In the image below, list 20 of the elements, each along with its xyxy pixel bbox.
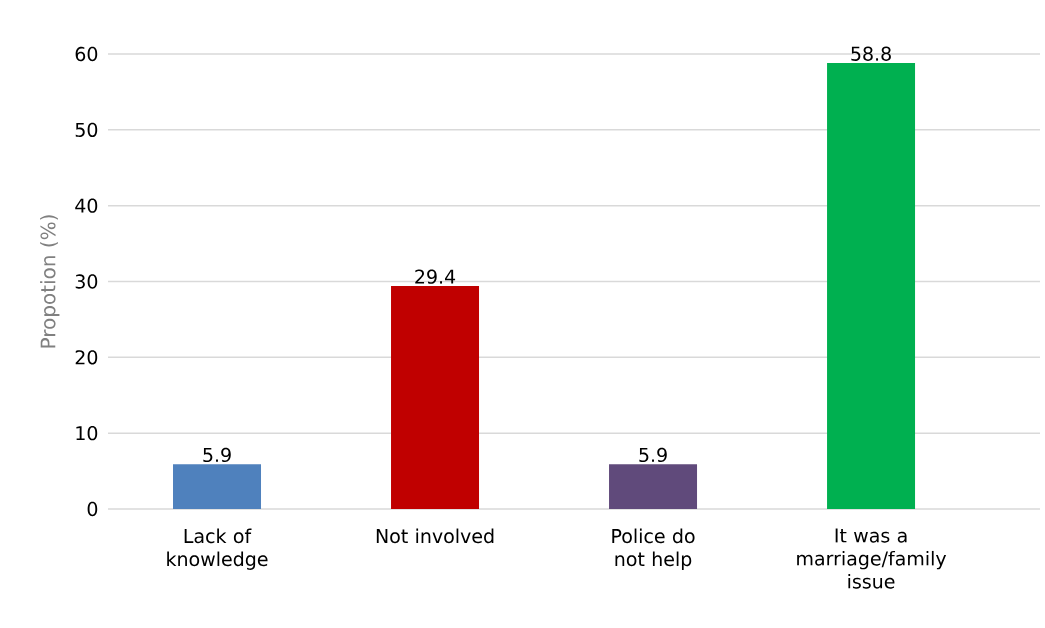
bar <box>609 464 698 509</box>
data-label: 29.4 <box>415 269 456 284</box>
bar <box>391 286 480 509</box>
y-axis-title: Propotion (%) <box>40 215 60 348</box>
y-tick-label: 50 <box>75 122 98 138</box>
x-tick-label: It was a marriage/family issue <box>797 528 947 589</box>
x-tick-label: Lack of knowledge <box>167 528 268 570</box>
y-tick-label: 20 <box>75 350 98 365</box>
y-tick-label: 0 <box>87 501 98 517</box>
bar <box>173 464 262 509</box>
x-tick-label: Police do not help <box>612 528 695 570</box>
y-tick-label: 30 <box>75 274 98 289</box>
y-tick-label: 10 <box>76 425 98 441</box>
bar <box>827 63 916 509</box>
y-tick-label: 60 <box>75 46 98 62</box>
data-label: 5.9 <box>203 447 231 463</box>
y-tick-label: 40 <box>75 198 98 213</box>
data-label: 58.8 <box>851 46 891 61</box>
data-label: 5.9 <box>639 447 667 463</box>
x-tick-label: Not involved <box>376 528 494 544</box>
